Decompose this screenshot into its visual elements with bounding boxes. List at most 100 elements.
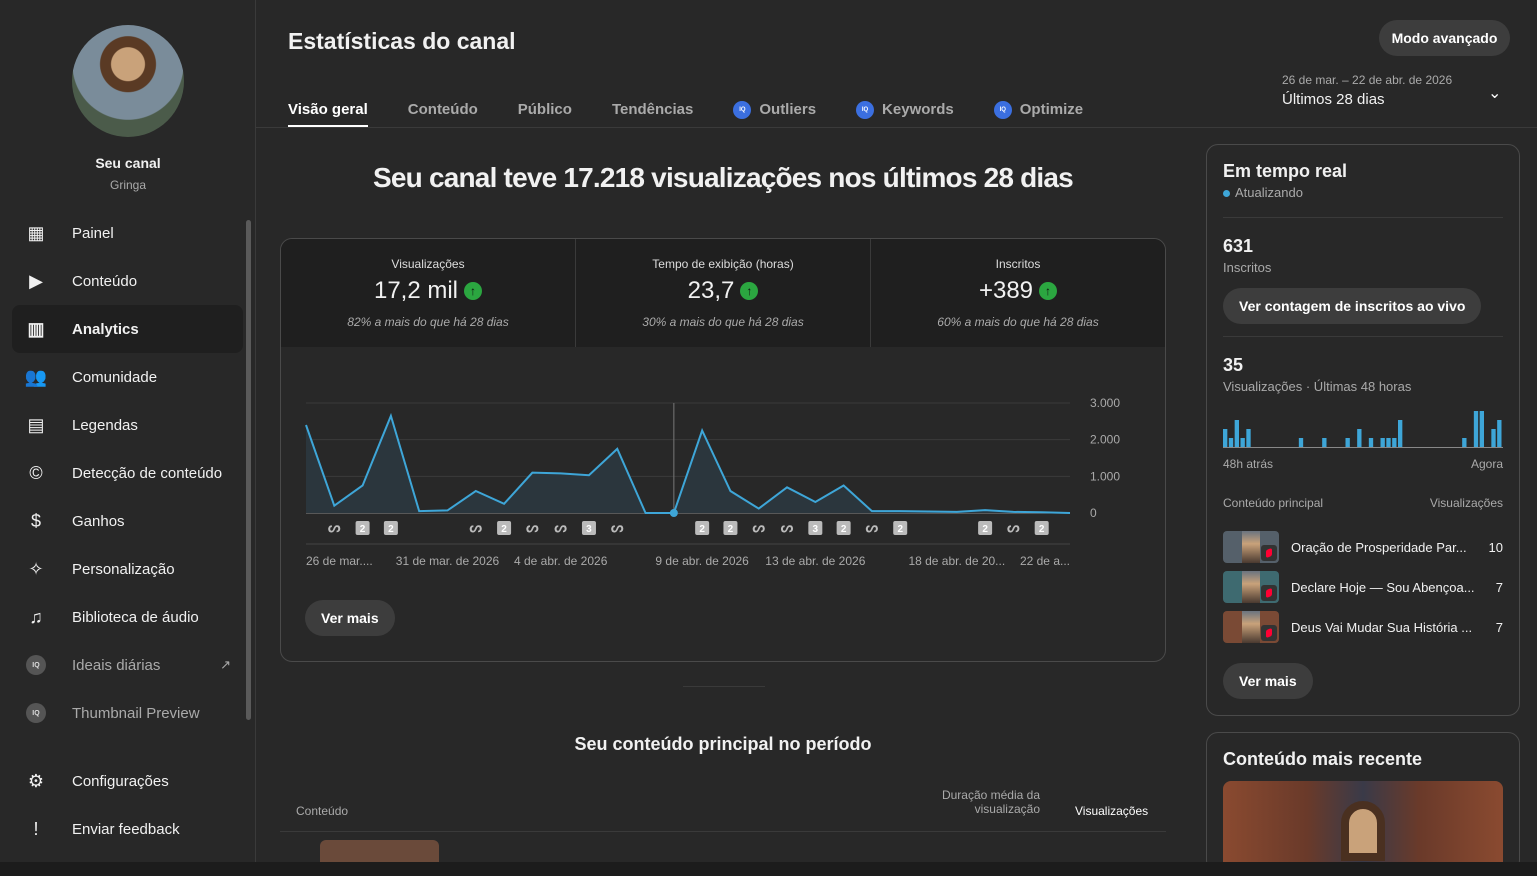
col-content[interactable]: Conteúdo xyxy=(296,804,349,818)
shorts-marker[interactable]: ᔕ xyxy=(469,519,483,535)
tab-outliers[interactable]: IQ Outliers xyxy=(733,92,816,127)
sidebar-item-personaliza-o[interactable]: ✧ Personalização xyxy=(12,545,243,593)
x-tick-label: 22 de a... xyxy=(1020,554,1070,568)
date-range-selector[interactable]: 26 de mar. – 22 de abr. de 2026 Últimos … xyxy=(1282,73,1452,108)
col-avg-duration[interactable]: Duração média da visualização xyxy=(941,788,1040,816)
realtime-bar xyxy=(1398,420,1403,447)
metric-card[interactable]: Tempo de exibição (horas) 23,7 ↑ 30% a ma… xyxy=(576,239,871,347)
sidebar-item-thumbnail-preview[interactable]: IQ Thumbnail Preview xyxy=(12,689,243,737)
shorts-marker[interactable]: ᔕ xyxy=(554,519,568,535)
col-views[interactable]: Visualizações xyxy=(1075,804,1149,818)
sidebar-item-biblioteca-de-udio[interactable]: ♫ Biblioteca de áudio xyxy=(12,593,243,641)
sidebar-item-comunidade[interactable]: 👥 Comunidade xyxy=(12,353,243,401)
see-more-button[interactable]: Ver mais xyxy=(305,600,395,636)
sidebar-item-enviar-feedback[interactable]: ! Enviar feedback xyxy=(12,805,243,853)
svg-text:2: 2 xyxy=(388,524,394,535)
page-title: Estatísticas do canal xyxy=(288,28,516,54)
realtime-bar xyxy=(1345,438,1350,447)
svg-text:2: 2 xyxy=(897,524,903,535)
tab-vis-o-geral[interactable]: Visão geral xyxy=(288,92,368,127)
shorts-marker[interactable]: ᔕ xyxy=(525,519,539,535)
divider xyxy=(256,127,1537,128)
shorts-marker[interactable]: ᔕ xyxy=(1006,519,1020,535)
shorts-marker[interactable]: ᔕ xyxy=(780,519,794,535)
sidebar-item-label: Painel xyxy=(72,224,114,242)
chevron-down-icon[interactable]: ⌄ xyxy=(1488,85,1502,102)
svg-text:ᔕ: ᔕ xyxy=(328,519,341,535)
recent-video-thumbnail[interactable] xyxy=(1223,781,1503,871)
sidebar-item-ganhos[interactable]: $ Ganhos xyxy=(12,497,243,545)
external-link-icon[interactable]: ↗ xyxy=(220,657,231,672)
see-more-button[interactable]: Ver mais xyxy=(1223,663,1313,699)
upload-marker[interactable]: 2 xyxy=(1034,521,1049,535)
sidebar-item-painel[interactable]: ▦ Painel xyxy=(12,209,243,257)
overview-card: Visualizações 17,2 mil ↑ 82% a mais do qu… xyxy=(280,238,1166,662)
upload-marker[interactable]: 2 xyxy=(978,521,993,535)
top-content-row[interactable]: Oração de Prosperidade Par... 10 xyxy=(1223,531,1503,563)
views-count: 35 xyxy=(1223,355,1244,375)
sidebar-item-label: Comunidade xyxy=(72,368,158,386)
upload-marker[interactable]: 2 xyxy=(836,521,851,535)
upload-marker[interactable]: 2 xyxy=(355,521,370,535)
sidebar-item-analytics[interactable]: ▥ Analytics xyxy=(12,305,243,353)
tab-label: Keywords xyxy=(882,101,954,118)
svg-text:ᔕ: ᔕ xyxy=(611,519,624,535)
sidebar-item-ideais-di-rias[interactable]: IQ Ideais diárias ↗ xyxy=(12,641,243,689)
shorts-marker[interactable]: ᔕ xyxy=(865,519,879,535)
realtime-bar xyxy=(1386,438,1391,447)
tabs: Visão geral Conteúdo Público Tendências IQ Ou… xyxy=(288,92,1083,127)
tab-p-blico[interactable]: Público xyxy=(518,92,572,127)
shorts-marker[interactable]: ᔕ xyxy=(610,519,624,535)
upload-marker[interactable]: 3 xyxy=(581,521,596,535)
sidebar-item-configura-es[interactable]: ⚙ Configurações xyxy=(12,757,243,805)
sidebar-item-detec-o-de-conte-do[interactable]: © Detecção de conteúdo xyxy=(12,449,243,497)
sidebar-item-label: Personalização xyxy=(72,560,175,578)
shorts-marker[interactable]: ᔕ xyxy=(752,519,766,535)
status-text: Atualizando xyxy=(1235,185,1303,200)
vidiq-icon: IQ xyxy=(856,100,875,119)
tab-tend-ncias[interactable]: Tendências xyxy=(612,92,693,127)
metric-value-row: 23,7 ↑ xyxy=(576,277,870,305)
top-content-row[interactable]: Deus Vai Mudar Sua História ... 7 xyxy=(1223,611,1503,643)
upload-marker[interactable]: 2 xyxy=(497,521,512,535)
svg-text:ᔕ: ᔕ xyxy=(866,519,879,535)
channel-avatar[interactable] xyxy=(72,25,184,137)
tab-conte-do[interactable]: Conteúdo xyxy=(408,92,478,127)
realtime-title: Em tempo real xyxy=(1223,161,1348,181)
realtime-bar xyxy=(1497,420,1502,447)
sidebar-item-legendas[interactable]: ▤ Legendas xyxy=(12,401,243,449)
realtime-bar xyxy=(1491,429,1496,447)
svg-text:ᔕ: ᔕ xyxy=(781,519,794,535)
shorts-marker[interactable]: ᔕ xyxy=(327,519,341,535)
top-content-row[interactable]: Declare Hoje — Sou Abençoa... 7 xyxy=(1223,571,1503,603)
subtitles-icon: ▤ xyxy=(27,414,45,435)
upload-marker[interactable]: 3 xyxy=(808,521,823,535)
tab-keywords[interactable]: IQ Keywords xyxy=(856,92,954,127)
advanced-mode-button[interactable]: Modo avançado xyxy=(1379,20,1510,56)
x-tick-label: 9 de abr. de 2026 xyxy=(655,554,749,568)
tab-optimize[interactable]: IQ Optimize xyxy=(993,92,1083,127)
upload-marker[interactable]: 2 xyxy=(723,521,738,535)
upload-marker[interactable]: 2 xyxy=(893,521,908,535)
live-subs-button[interactable]: Ver contagem de inscritos ao vivo xyxy=(1223,288,1482,324)
sidebar-scrollbar[interactable] xyxy=(246,220,251,720)
sidebar-item-label: Ideais diárias xyxy=(72,656,161,674)
tab-label: Público xyxy=(517,101,572,118)
views-label: Visualizações · Últimas 48 horas xyxy=(1223,379,1412,394)
svg-text:3: 3 xyxy=(586,524,592,535)
channel-name: Seu canal xyxy=(95,155,161,171)
upload-marker[interactable]: 2 xyxy=(383,521,398,535)
svg-text:ᔕ: ᔕ xyxy=(752,519,765,535)
content-icon: ▶ xyxy=(29,270,43,291)
community-icon: 👥 xyxy=(24,366,48,387)
sidebar-item-conte-do[interactable]: ▶ Conteúdo xyxy=(12,257,243,305)
date-range: 26 de mar. – 22 de abr. de 2026 xyxy=(1282,73,1453,87)
realtime-bar-chart[interactable] xyxy=(1223,407,1503,449)
metric-card[interactable]: Inscritos +389 ↑ 60% a mais do que há 28 … xyxy=(871,239,1165,347)
y-tick-label: 1.000 xyxy=(1090,469,1120,483)
svg-text:3: 3 xyxy=(813,524,819,535)
video-thumbnail[interactable] xyxy=(320,840,439,862)
upload-marker[interactable]: 2 xyxy=(695,521,710,535)
metric-card[interactable]: Visualizações 17,2 mil ↑ 82% a mais do qu… xyxy=(281,239,576,347)
